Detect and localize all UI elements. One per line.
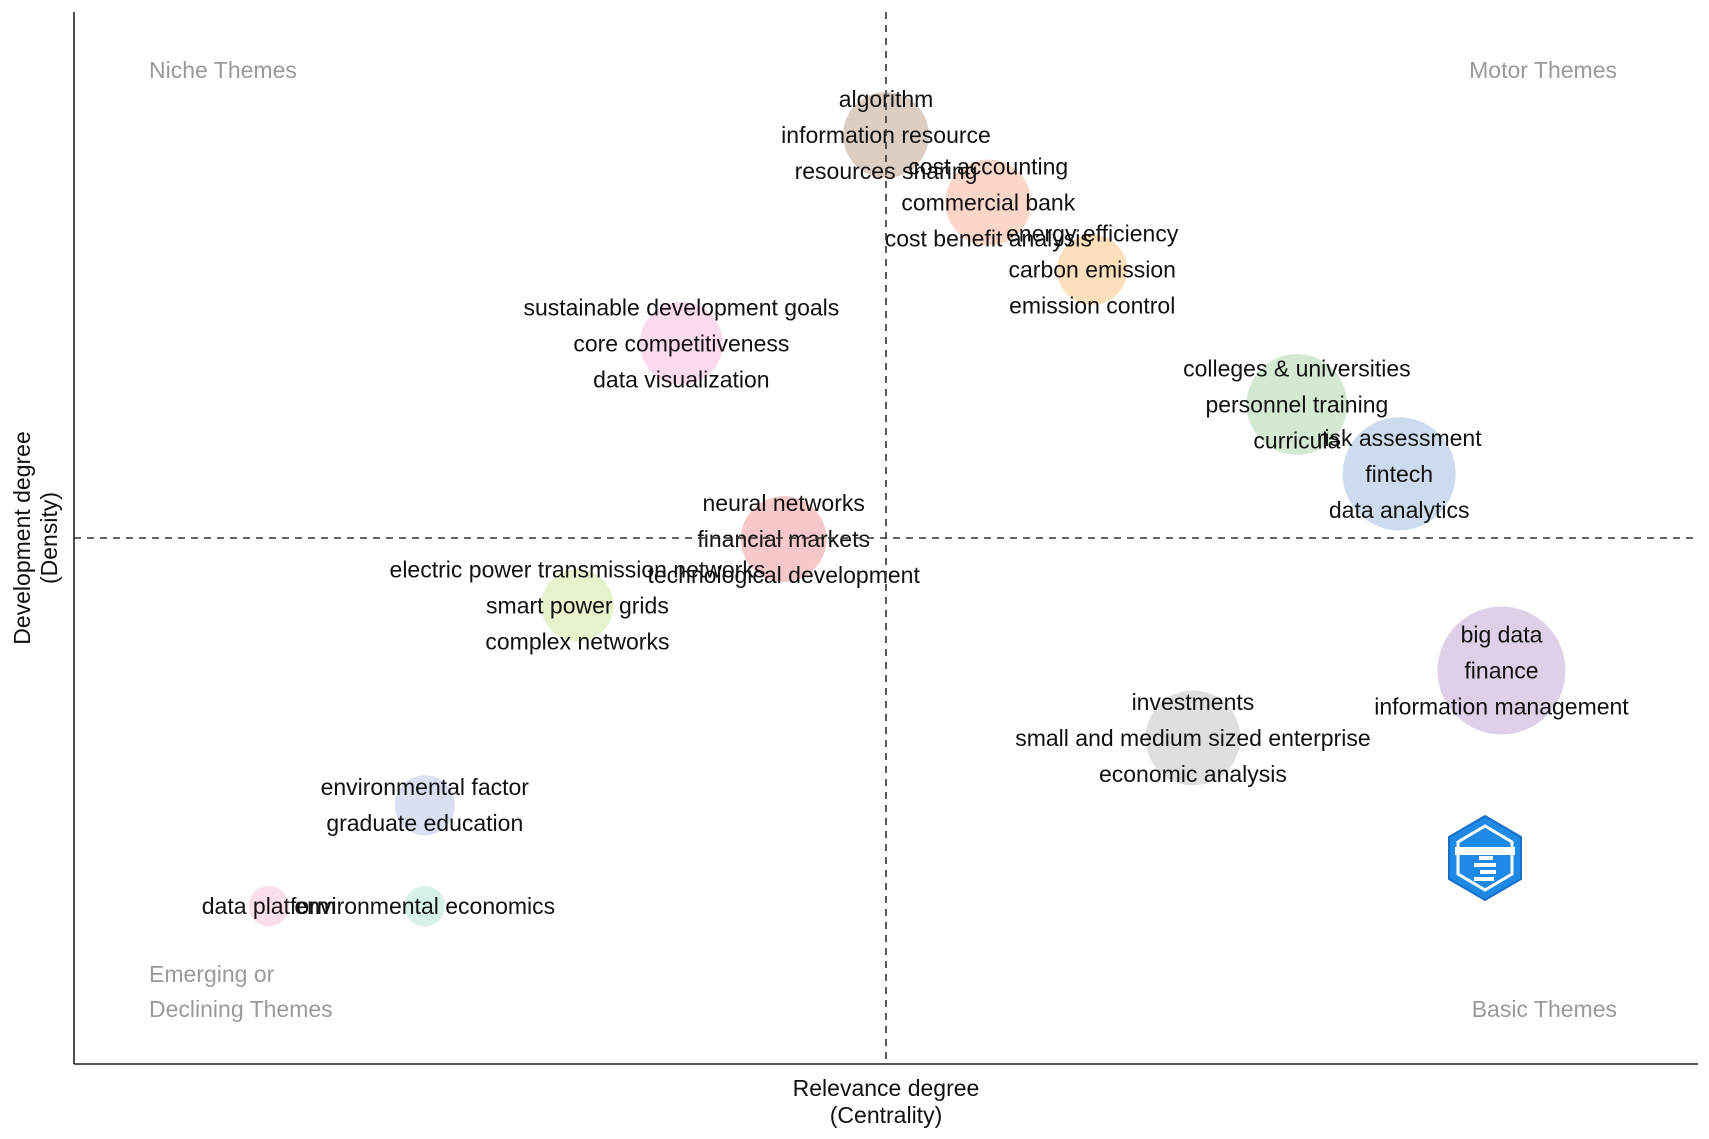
quadrant-label-niche: Niche Themes [149,57,297,83]
y-axis-subtitle: (Density) [36,492,62,584]
cluster-bubble [541,569,614,642]
cluster-label: colleges & universities [1183,355,1411,381]
cluster-bubble [1342,417,1456,531]
quadrant-label-emerging-line-2: Declining Themes [149,996,333,1022]
cluster-label: risk assessment [1317,425,1482,451]
cluster-label: sustainable development goals [523,294,839,320]
cluster-bubble [1057,234,1128,305]
cluster-label: data platform [202,893,336,919]
cluster-label: environmental factor [321,774,530,800]
cluster-label: investments [1132,689,1255,715]
cluster-label: emission control [1009,293,1175,319]
cluster-label: core competitiveness [573,330,789,356]
cluster-bubble [740,496,827,582]
cluster-label: cost benefit analysis [885,225,1092,251]
cluster-label: commercial bank [901,189,1075,215]
cluster-label: information management [1374,694,1629,720]
cluster-bubble [1145,690,1241,786]
quadrant-label-emerging-line-1: Emerging or [149,961,275,987]
cluster-label: curricula [1253,427,1340,453]
cluster-bubble [1437,606,1566,735]
quadrant-label-motor: Motor Themes [1469,57,1617,83]
cluster-label: data visualization [593,366,769,392]
cluster-label: small and medium sized enterprise [1015,725,1370,751]
cluster-bubble [1246,354,1348,455]
cluster-label: neural networks [703,490,865,516]
bubbles-layer [248,92,1566,927]
cluster-label: big data [1461,622,1543,648]
cluster-label: fintech [1365,461,1433,487]
cluster-label: graduate education [326,810,523,836]
cluster-label: data analytics [1329,497,1470,523]
y-axis-title: Development degree [9,431,35,645]
quadrant-label-basic: Basic Themes [1472,996,1617,1022]
cluster-label: smart power grids [486,592,669,618]
cluster-bubble [639,301,723,385]
cluster-label: economic analysis [1099,761,1287,787]
cluster-label: personnel training [1205,391,1388,417]
cluster-bubble [945,159,1032,246]
bibliometrix-logo [1448,814,1522,902]
cluster-label: financial markets [697,526,870,552]
cluster-label: cost accounting [908,153,1068,179]
cluster-label: technological development [648,562,921,588]
cluster-label: energy efficiency [1006,221,1179,247]
cluster-label: electric power transmission networks [390,556,766,582]
cluster-bubble [248,885,290,927]
cluster-bubble [394,775,455,836]
cluster-label: finance [1464,658,1538,684]
cluster-label: environmental economics [294,893,555,919]
cluster-label: complex networks [485,628,669,654]
cluster-bubble [404,885,446,927]
x-axis-title: Relevance degree [793,1075,980,1101]
cluster-label: carbon emission [1009,257,1176,283]
x-axis-subtitle: (Centrality) [830,1102,942,1128]
